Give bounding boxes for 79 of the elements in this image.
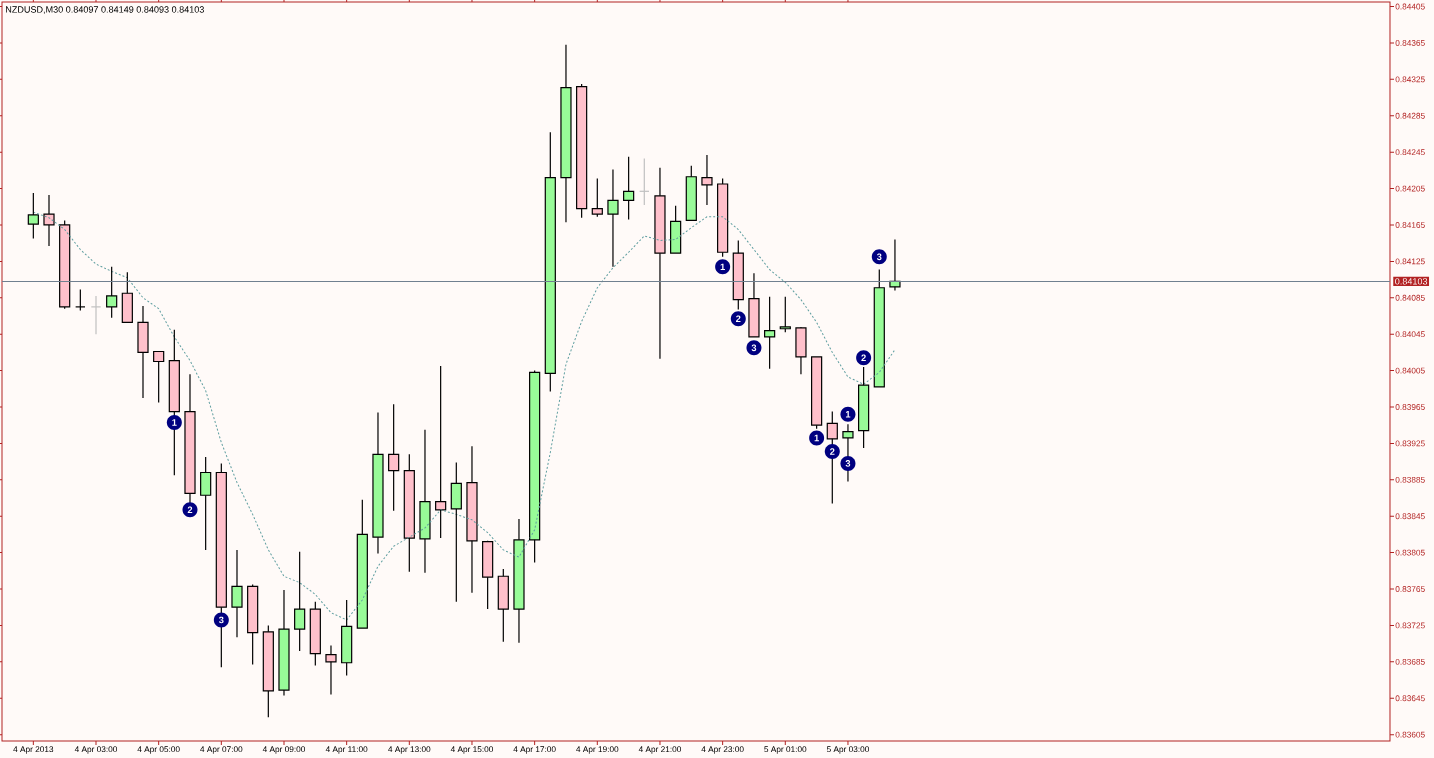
- x-tick-label: 4 Apr 23:00: [701, 746, 744, 754]
- candlestick: [466, 445, 478, 594]
- y-tick-label: 0.83765: [1395, 586, 1425, 592]
- x-tick-label: 5 Apr 01:00: [764, 746, 807, 754]
- x-tick-label: 4 Apr 09:00: [262, 746, 306, 754]
- candlestick: [388, 403, 400, 512]
- candlestick: [795, 327, 807, 375]
- y-tick-label: 0.83805: [1395, 549, 1425, 556]
- x-tick-label: 4 Apr 15:00: [450, 746, 494, 754]
- x-tick-label: 4 Apr 07:00: [200, 746, 243, 754]
- text: 3: [218, 616, 224, 624]
- text: 3: [876, 253, 882, 261]
- x-tick-label: 4 Apr 05:00: [137, 746, 180, 754]
- candlestick: [889, 238, 901, 292]
- x-tick-label: 4 Apr 03:00: [74, 746, 118, 754]
- candlestick: [278, 589, 290, 697]
- chart-title: NZDUSD,M30 0.84097 0.84149 0.84093 0.84103: [6, 6, 204, 14]
- candlestick: [623, 156, 635, 221]
- y-tick-label: 0.83845: [1395, 513, 1425, 520]
- y-tick-label: 0.83685: [1395, 658, 1425, 665]
- candlestick: [607, 168, 619, 268]
- text: 3: [751, 344, 757, 352]
- candlestick: [513, 518, 525, 644]
- candlestick: [168, 329, 180, 476]
- candlestick: [544, 131, 556, 393]
- y-tick-label: 0.84205: [1395, 185, 1425, 192]
- candlestick: [654, 167, 666, 360]
- candlestick: [137, 305, 149, 399]
- text: 2: [187, 506, 193, 514]
- candlestick: [435, 365, 447, 539]
- candlestick: [325, 644, 337, 696]
- candlestick: [75, 288, 86, 312]
- series-label: 3: [845, 460, 851, 467]
- text: 2: [736, 315, 741, 322]
- candlestick: [701, 154, 713, 206]
- y-tick-label: 0.84245: [1395, 149, 1425, 156]
- candlestick: [591, 177, 603, 218]
- candlestick: [764, 296, 776, 370]
- candlestick: [419, 429, 431, 574]
- series-label: 1: [720, 263, 725, 271]
- x-tick-label: 4 Apr 13:00: [388, 746, 431, 754]
- y-tick-label: 0.84405: [1395, 3, 1425, 10]
- candlestick: [372, 411, 384, 555]
- y-tick-label: 0.83645: [1395, 695, 1425, 702]
- y-tick-label: 0.84045: [1395, 331, 1425, 338]
- y-tick-label: 0.83965: [1395, 404, 1425, 410]
- y-tick-label: 0.83725: [1395, 622, 1425, 629]
- series-label: 2: [830, 448, 835, 455]
- candlestick: [90, 295, 102, 335]
- text: 1: [172, 419, 177, 426]
- candlestick: [482, 541, 494, 610]
- x-tick-label: 4 Apr 21:00: [638, 746, 681, 754]
- y-tick-label: 0.84085: [1395, 294, 1425, 301]
- y-tick-label: 0.83605: [1395, 731, 1425, 738]
- ref-line-label: 0.84103: [1395, 278, 1428, 285]
- y-tick-label: 0.83885: [1395, 476, 1425, 483]
- candlestick: [842, 423, 854, 483]
- candlestick: [231, 549, 243, 638]
- candlestick: [43, 194, 55, 247]
- x-tick-label: 5 Apr 03:00: [826, 746, 869, 754]
- y-tick-label: 0.84285: [1395, 112, 1425, 119]
- candlestick: [247, 583, 259, 666]
- candlestick: [560, 44, 572, 223]
- text: 1: [845, 411, 851, 418]
- candlestick: [294, 551, 306, 652]
- candlestick: [450, 461, 462, 603]
- x-tick-label: 4 Apr 17:00: [513, 746, 556, 754]
- x-tick-label: 4 Apr 19:00: [576, 746, 619, 754]
- y-tick-label: 0.84165: [1395, 222, 1425, 228]
- y-tick-label: 0.83925: [1395, 440, 1425, 447]
- x-tick-label: 4 Apr 2013: [13, 746, 54, 754]
- text: 2: [861, 354, 866, 362]
- y-tick-label: 0.84005: [1395, 367, 1425, 374]
- x-tick-label: 4 Apr 11:00: [325, 746, 368, 754]
- y-tick-label: 0.84365: [1395, 40, 1425, 46]
- y-tick-label: 0.84325: [1395, 76, 1425, 83]
- candlestick: [59, 219, 71, 310]
- text: 1: [814, 434, 819, 442]
- y-tick-label: 0.84125: [1395, 258, 1425, 265]
